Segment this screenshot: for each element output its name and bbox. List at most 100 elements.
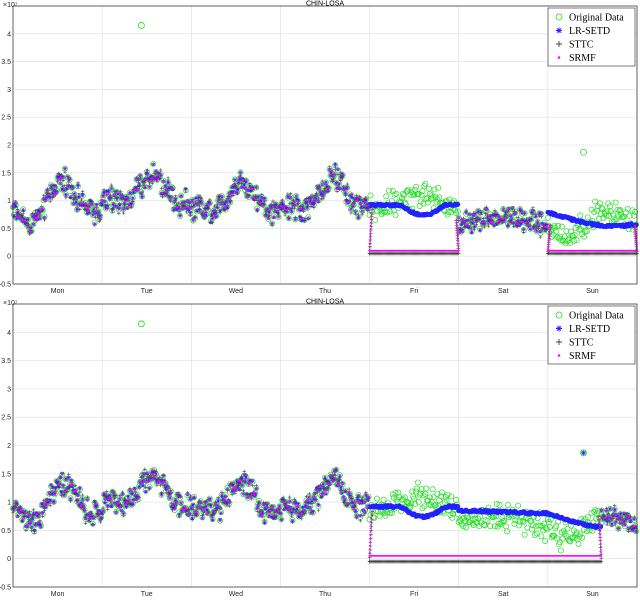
lr-setd-point (187, 200, 192, 205)
srmf-point (299, 207, 302, 210)
lr-setd-point (70, 484, 75, 489)
srmf-point (211, 216, 214, 219)
original-data-point (531, 532, 538, 539)
original-data-point (538, 533, 545, 540)
sttc-point (521, 230, 526, 235)
original-data-point (395, 489, 402, 496)
original-data-point (400, 190, 406, 197)
srmf-point (479, 228, 482, 231)
sttc-point (122, 204, 127, 208)
original-data-point (415, 191, 422, 197)
lr-setd-point (364, 205, 369, 210)
original-data-point (416, 491, 423, 498)
original-data-point (617, 207, 624, 214)
srmf-point (45, 499, 48, 502)
srmf-point (171, 187, 174, 190)
original-data-point (556, 233, 563, 240)
srmf-point (49, 501, 52, 504)
original-data-point (393, 190, 400, 197)
srmf-point (266, 209, 269, 212)
sttc-point (304, 494, 309, 499)
lr-setd-point (277, 504, 282, 509)
lr-setd-point (349, 500, 354, 505)
lr-setd-point (14, 216, 19, 221)
sttc-point (166, 176, 170, 180)
original-data-point (460, 523, 467, 530)
original-data-point (380, 496, 387, 503)
srmf-point (458, 226, 461, 229)
lr-setd-point (31, 512, 36, 517)
srmf-point (533, 226, 536, 229)
srmf-point (265, 207, 268, 210)
sttc-point (493, 208, 497, 213)
srmf-point (634, 232, 637, 235)
lr-setd-point (306, 500, 311, 505)
y-tick-label: -0.5 (0, 585, 11, 592)
original-data-point (474, 519, 481, 526)
y-tick-label: 1.5 (1, 471, 11, 478)
srmf-point (280, 205, 283, 208)
srmf-point (510, 217, 513, 220)
srmf-point (509, 214, 512, 217)
srmf-point (38, 511, 40, 514)
sttc-point (288, 191, 293, 196)
srmf-point (548, 236, 550, 238)
srmf-point (281, 200, 284, 203)
sttc-point (604, 506, 609, 511)
srmf-point (350, 194, 353, 197)
lr-setd-point (299, 218, 304, 223)
sttc-point (191, 508, 195, 512)
sttc-point (620, 523, 624, 527)
legend-marker-lr-setd (556, 27, 562, 34)
original-data-point (578, 226, 585, 233)
original-data-point (454, 208, 461, 215)
srmf-point (298, 208, 300, 211)
srmf-point (201, 211, 204, 214)
lr-setd-point (191, 502, 196, 507)
srmf-point (284, 208, 287, 211)
sttc-point (472, 227, 477, 231)
original-data-point (430, 494, 437, 501)
srmf-point (12, 213, 15, 216)
srmf-point (466, 220, 469, 223)
sttc-point (74, 492, 78, 496)
srmf-point (456, 226, 459, 229)
original-data-point (504, 528, 510, 535)
srmf-point (634, 228, 637, 231)
lr-setd-point (289, 510, 294, 515)
srmf-point (330, 170, 333, 173)
srmf-point (500, 220, 503, 223)
original-data-point (431, 186, 438, 193)
series-srmf (12, 163, 638, 252)
srmf-point (102, 196, 105, 199)
srmf-point (110, 187, 113, 190)
chart-title: CHIN-LOSA (306, 299, 344, 306)
srmf-point (233, 183, 235, 186)
lr-setd-outlier (581, 450, 587, 456)
original-data-point (598, 205, 605, 211)
original-data-point (493, 500, 500, 507)
sttc-point (76, 181, 80, 185)
srmf-point (262, 204, 265, 207)
y-tick-label: 0.5 (1, 226, 11, 233)
srmf-point (457, 240, 460, 243)
lr-setd-point (103, 205, 108, 210)
srmf-point (336, 188, 339, 191)
srmf-point (146, 173, 149, 176)
srmf-point (197, 195, 200, 198)
original-data-point (419, 188, 426, 195)
original-data-point (387, 208, 393, 215)
original-data-point (520, 518, 527, 525)
lr-setd-point (537, 210, 542, 215)
lr-setd-point (45, 500, 50, 505)
srmf-point (12, 509, 15, 512)
lr-setd-point (13, 204, 18, 209)
lr-setd-point (295, 507, 300, 512)
lr-setd-point (198, 199, 203, 204)
sttc-point (121, 211, 126, 215)
lr-setd-point (455, 504, 461, 509)
lr-setd-point (30, 516, 35, 521)
sttc-point (140, 471, 144, 476)
